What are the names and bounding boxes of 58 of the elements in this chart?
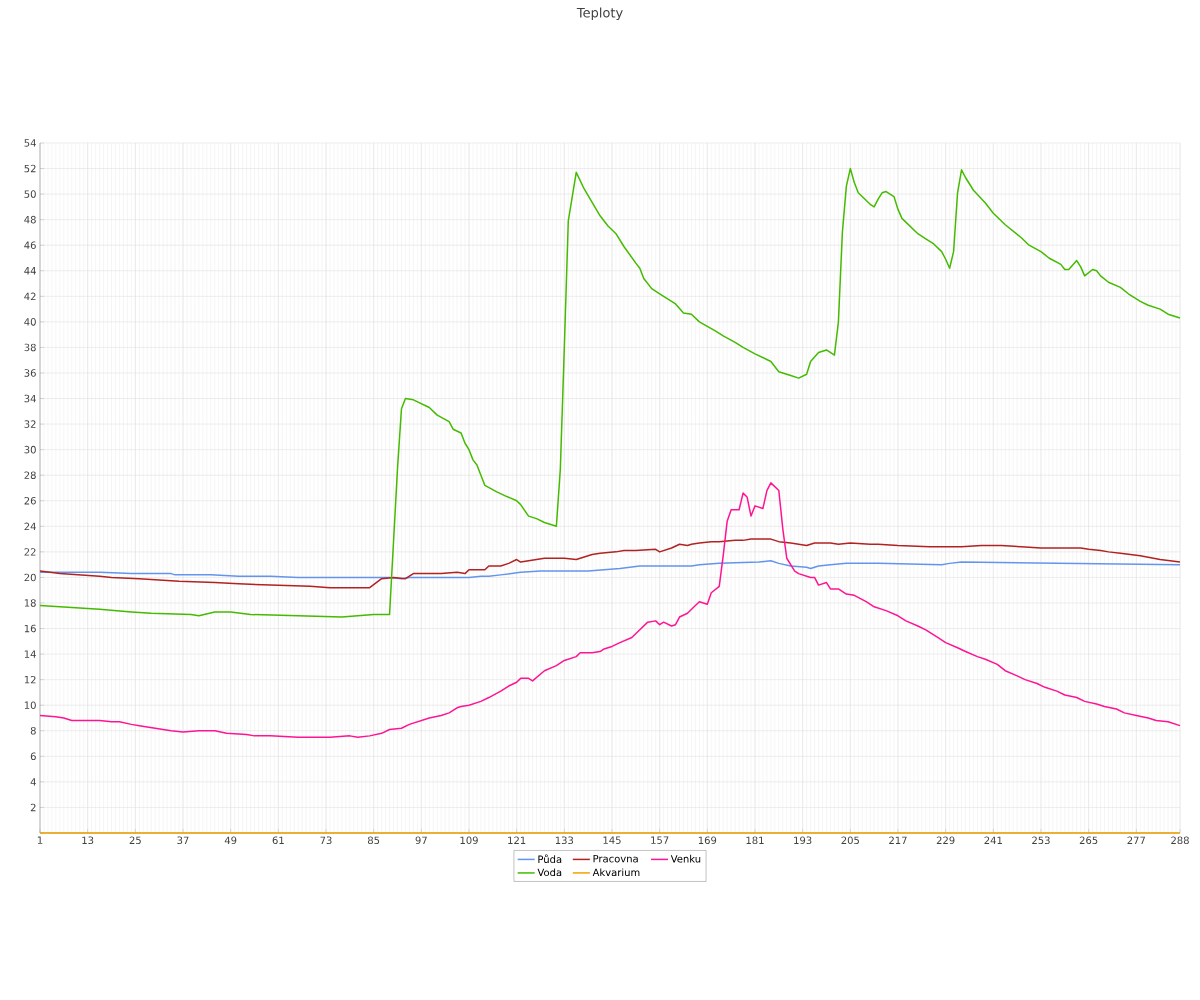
x-tick-label: 181 [746, 836, 764, 845]
chart-title: Teploty [576, 7, 623, 21]
x-tick-label: 1 [37, 836, 43, 844]
y-tick-label: 12 [24, 675, 36, 684]
x-tick-label: 229 [936, 836, 955, 845]
legend-label: Půda [538, 854, 562, 864]
y-tick-label: 4 [30, 778, 36, 786]
y-tick-label: 18 [24, 599, 36, 607]
x-tick-label: 61 [272, 836, 284, 845]
y-tick-label: 24 [24, 522, 36, 531]
x-tick-label: 277 [1127, 836, 1145, 844]
x-tick-label: 13 [82, 836, 94, 845]
x-tick-label: 121 [508, 836, 526, 844]
y-tick-label: 48 [24, 215, 36, 224]
legend-label: Akvarium [592, 868, 640, 877]
y-tick-label: 8 [30, 726, 36, 735]
x-tick-label: 253 [1032, 836, 1050, 845]
y-tick-label: 32 [24, 420, 36, 428]
y-tick-label: 30 [24, 445, 36, 454]
x-tick-label: 37 [177, 836, 189, 845]
y-tick-label: 22 [24, 548, 36, 556]
y-tick-label: 38 [24, 343, 36, 352]
x-tick-label: 133 [555, 836, 574, 845]
y-tick-label: 36 [24, 369, 36, 377]
y-tick-label: 28 [24, 471, 36, 479]
y-tick-label: 42 [24, 292, 36, 301]
y-tick-label: 52 [24, 164, 36, 173]
x-tick-label: 97 [415, 836, 427, 845]
legend-label: Pracovna [593, 855, 638, 863]
y-tick-label: 40 [24, 318, 36, 326]
x-tick-label: 193 [794, 836, 812, 845]
x-tick-label: 169 [698, 836, 717, 845]
legend-label: Venku [670, 854, 701, 863]
x-tick-label: 85 [367, 836, 380, 845]
y-tick-label: 54 [24, 139, 36, 147]
x-tick-label: 145 [603, 836, 621, 844]
y-tick-label: 34 [24, 394, 36, 403]
x-tick-label: 157 [651, 836, 669, 844]
x-tick-label: 49 [224, 836, 237, 845]
y-tick-label: 44 [24, 267, 36, 275]
y-tick-label: 16 [24, 624, 36, 633]
x-tick-label: 288 [1171, 836, 1189, 845]
y-tick-label: 14 [24, 650, 36, 658]
x-tick-label: 205 [841, 836, 859, 845]
y-tick-label: 46 [24, 241, 36, 249]
x-tick-label: 265 [1079, 836, 1098, 845]
y-tick-label: 6 [30, 752, 36, 761]
y-tick-label: 26 [24, 496, 36, 505]
x-tick-label: 109 [460, 836, 478, 845]
y-tick-label: 10 [24, 701, 36, 709]
y-tick-label: 2 [30, 803, 36, 812]
x-tick-label: 73 [320, 836, 332, 845]
y-tick-label: 50 [24, 190, 36, 198]
legend-label: Voda [537, 868, 562, 877]
y-tick-label: 20 [24, 573, 36, 582]
x-tick-label: 241 [984, 836, 1002, 844]
x-tick-label: 25 [129, 836, 141, 845]
x-tick-label: 217 [889, 836, 907, 844]
